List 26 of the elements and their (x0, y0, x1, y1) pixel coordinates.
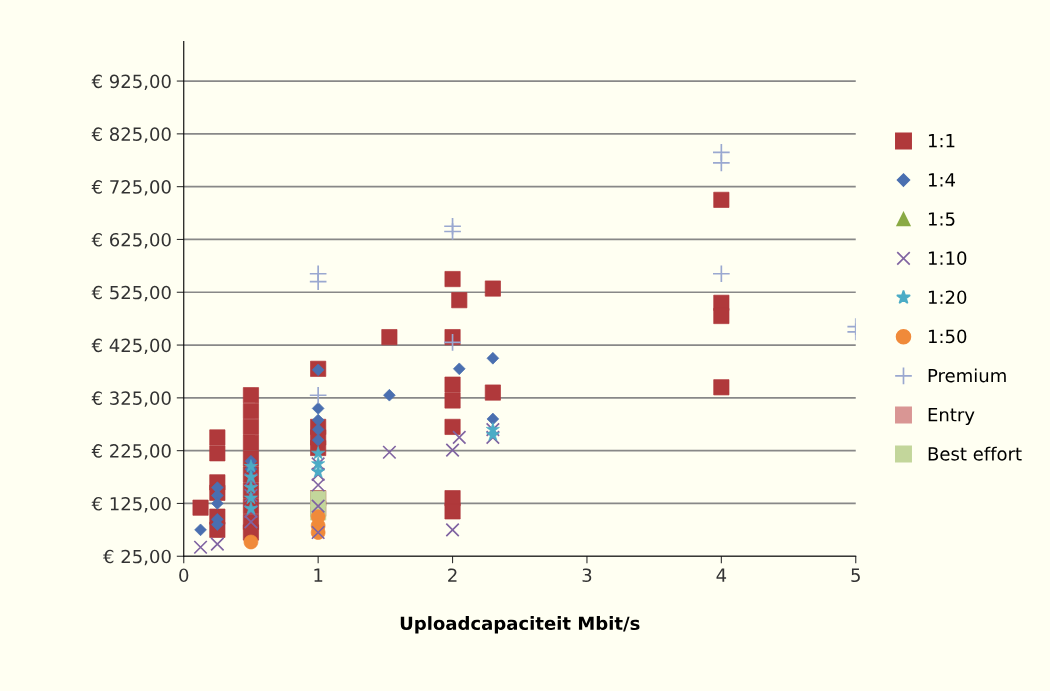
legend-label: 1:10 (928, 251, 967, 265)
x-axis-title: Uploadcapaciteit Mbit/s (400, 616, 640, 634)
x-tick-label: 1 (314, 568, 323, 582)
x-tick-label: 3 (582, 568, 592, 583)
legend-label: 1:20 (928, 290, 967, 305)
x-tick-label: 0 (179, 568, 189, 583)
y-tick-label: € 925,00 (91, 74, 171, 91)
legend-label: 1:50 (928, 329, 967, 344)
y-tick-label: € 25,00 (103, 549, 171, 566)
y-tick-label: € 725,00 (91, 180, 171, 196)
legend-label: 1:1 (928, 134, 955, 148)
y-tick-label: € 525,00 (91, 285, 171, 302)
x-tick-label: 4 (716, 568, 727, 582)
y-tick-label: € 825,00 (91, 127, 171, 143)
x-tick-label: 5 (851, 568, 860, 583)
legend-label: 1:5 (928, 212, 955, 226)
x-tick-label: 2 (448, 568, 457, 582)
y-tick-label: € 225,00 (91, 444, 171, 460)
y-tick-label: € 425,00 (91, 338, 171, 355)
legend-label: Entry (928, 408, 975, 426)
y-tick-label: € 325,00 (91, 391, 171, 407)
legend-label: Premium (928, 368, 1006, 383)
legend-label: Best effort (928, 446, 1022, 461)
legend-label: 1:4 (928, 173, 956, 187)
y-tick-label: € 125,00 (91, 496, 171, 513)
y-tick-label: € 625,00 (91, 232, 171, 249)
